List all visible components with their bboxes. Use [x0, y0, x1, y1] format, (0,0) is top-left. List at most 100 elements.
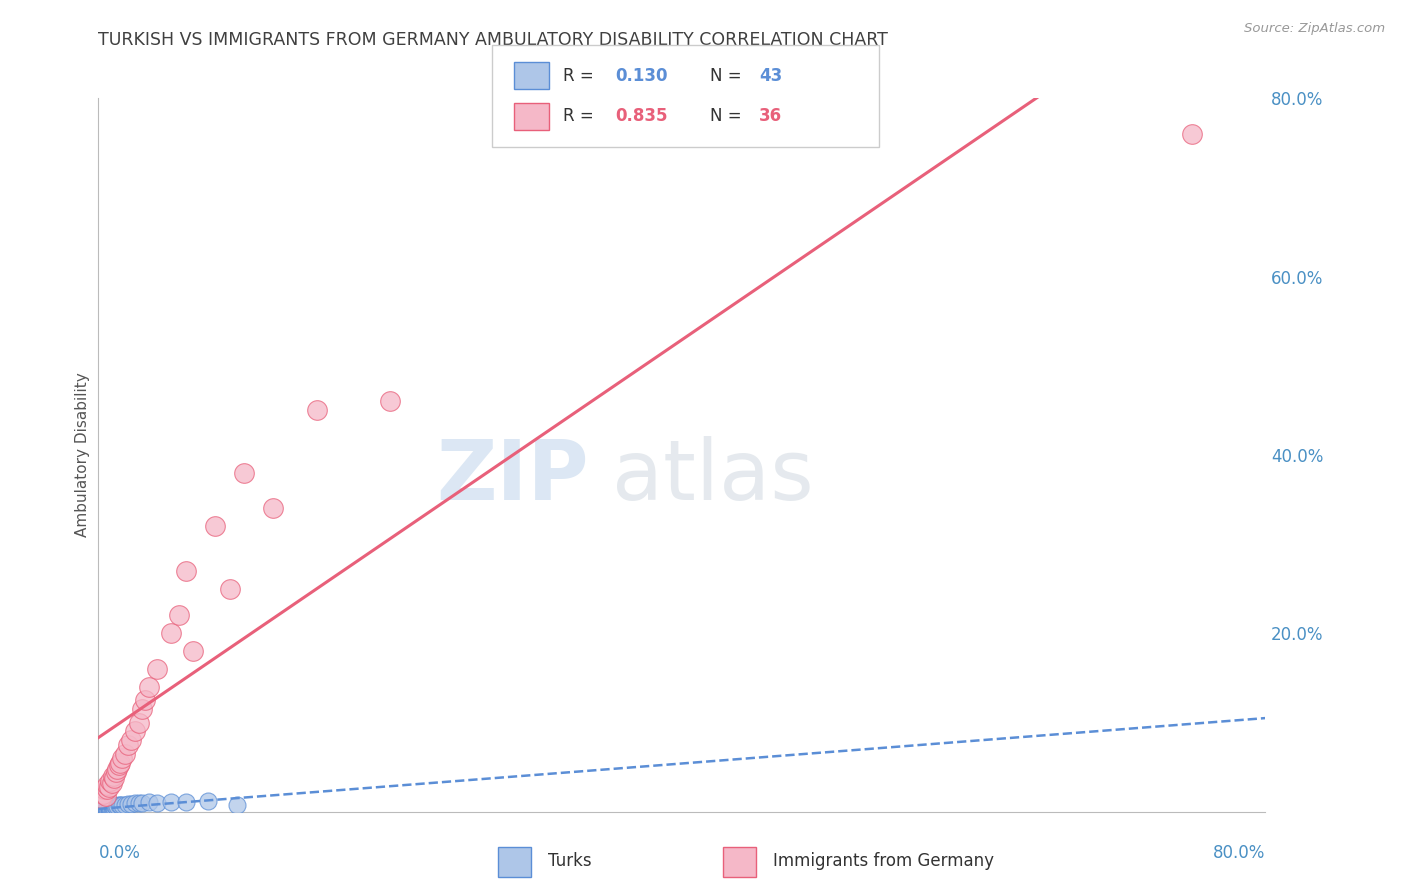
- Point: [101, 799, 124, 814]
- Point: [108, 758, 131, 772]
- Text: ZIP: ZIP: [436, 436, 589, 516]
- Text: 0.0%: 0.0%: [98, 844, 141, 862]
- Point: [96, 803, 118, 817]
- Point: [90, 791, 112, 805]
- Point: [204, 519, 226, 533]
- Point: [134, 693, 156, 707]
- Text: TURKISH VS IMMIGRANTS FROM GERMANY AMBULATORY DISABILITY CORRELATION CHART: TURKISH VS IMMIGRANTS FROM GERMANY AMBUL…: [98, 31, 889, 49]
- Point: [100, 799, 122, 814]
- Point: [96, 782, 118, 797]
- Point: [1181, 127, 1204, 141]
- Point: [93, 804, 115, 818]
- Point: [97, 780, 120, 794]
- Text: 0.835: 0.835: [616, 107, 668, 125]
- Point: [120, 797, 142, 811]
- Point: [101, 802, 124, 816]
- Point: [103, 771, 125, 785]
- Point: [131, 702, 153, 716]
- Point: [97, 803, 120, 817]
- Point: [128, 796, 150, 810]
- Text: 80.0%: 80.0%: [1213, 844, 1265, 862]
- Text: Source: ZipAtlas.com: Source: ZipAtlas.com: [1244, 22, 1385, 36]
- Point: [90, 804, 112, 818]
- Point: [138, 680, 160, 694]
- Bar: [513, 103, 548, 130]
- Y-axis label: Ambulatory Disability: Ambulatory Disability: [75, 373, 90, 537]
- Point: [167, 608, 190, 623]
- Text: 36: 36: [759, 107, 782, 125]
- Point: [104, 800, 127, 814]
- Point: [105, 799, 128, 814]
- Text: R =: R =: [562, 67, 599, 85]
- Point: [226, 797, 249, 812]
- Point: [97, 802, 120, 816]
- Point: [100, 802, 122, 816]
- Bar: [498, 847, 531, 877]
- Text: atlas: atlas: [612, 436, 814, 516]
- Point: [117, 738, 139, 752]
- Point: [146, 796, 169, 810]
- Point: [98, 802, 121, 816]
- Point: [131, 796, 153, 810]
- Point: [105, 762, 128, 776]
- Point: [94, 802, 117, 816]
- Bar: [723, 847, 756, 877]
- Bar: [513, 62, 548, 89]
- Point: [96, 801, 118, 815]
- Point: [98, 773, 121, 788]
- Point: [111, 797, 134, 812]
- Point: [89, 804, 111, 818]
- Point: [93, 803, 115, 817]
- Point: [104, 764, 127, 779]
- Point: [262, 501, 284, 516]
- Point: [110, 756, 132, 770]
- Point: [128, 715, 150, 730]
- Point: [91, 803, 114, 817]
- Point: [101, 769, 124, 783]
- Point: [174, 795, 197, 809]
- Point: [103, 798, 125, 813]
- Text: 0.130: 0.130: [616, 67, 668, 85]
- Point: [91, 787, 114, 801]
- Point: [96, 778, 118, 792]
- Point: [197, 794, 219, 808]
- Point: [138, 795, 160, 809]
- Point: [233, 466, 256, 480]
- Point: [96, 804, 118, 818]
- Point: [93, 802, 115, 816]
- Point: [108, 798, 131, 813]
- Point: [160, 795, 183, 809]
- Text: Immigrants from Germany: Immigrants from Germany: [773, 852, 994, 870]
- Point: [98, 800, 121, 814]
- Text: Turks: Turks: [548, 852, 592, 870]
- Point: [114, 797, 136, 812]
- Point: [91, 802, 114, 816]
- Point: [124, 796, 146, 810]
- Point: [124, 724, 146, 739]
- Point: [146, 662, 169, 676]
- Point: [307, 403, 329, 417]
- Point: [94, 803, 117, 817]
- Point: [378, 394, 402, 409]
- Point: [98, 803, 121, 817]
- Point: [94, 804, 117, 818]
- Point: [117, 797, 139, 811]
- Text: R =: R =: [562, 107, 599, 125]
- Point: [90, 803, 112, 817]
- Point: [93, 782, 115, 797]
- Point: [174, 564, 197, 578]
- Point: [103, 801, 125, 815]
- Point: [218, 582, 240, 596]
- Point: [110, 798, 132, 813]
- Point: [114, 747, 136, 761]
- Text: 43: 43: [759, 67, 782, 85]
- Point: [181, 644, 204, 658]
- Point: [97, 800, 120, 814]
- Point: [120, 733, 142, 747]
- Text: N =: N =: [710, 107, 747, 125]
- Text: N =: N =: [710, 67, 747, 85]
- Point: [160, 626, 183, 640]
- Point: [94, 789, 117, 803]
- Point: [111, 751, 134, 765]
- Point: [100, 776, 122, 790]
